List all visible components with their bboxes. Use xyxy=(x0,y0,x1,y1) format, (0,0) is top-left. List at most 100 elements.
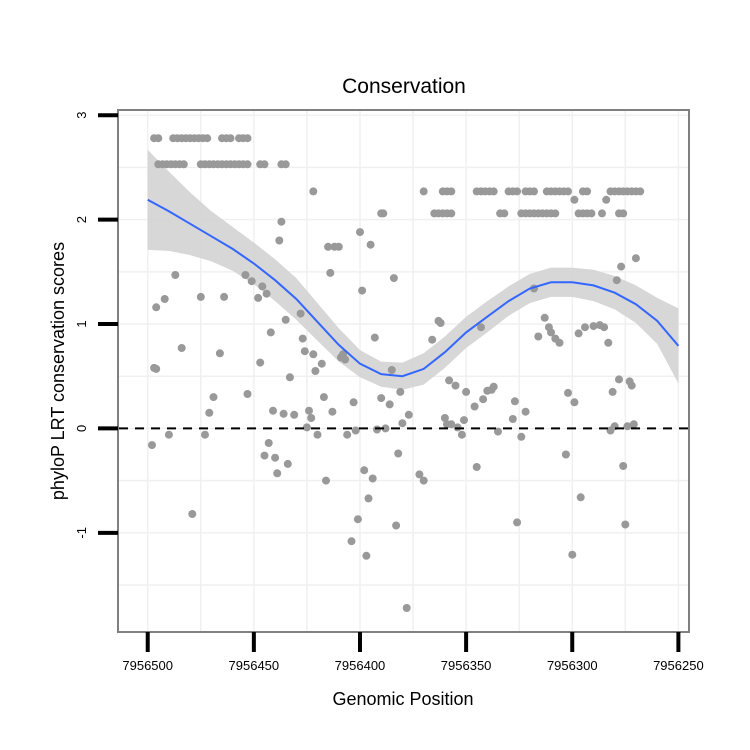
data-point xyxy=(220,292,229,301)
confidence-band-layer xyxy=(147,149,679,390)
data-point xyxy=(283,459,292,468)
data-point xyxy=(445,376,454,385)
data-point xyxy=(389,274,398,283)
data-point xyxy=(402,604,411,612)
data-point xyxy=(621,520,630,529)
data-point xyxy=(619,209,628,218)
y-tick-label: -1 xyxy=(74,527,89,539)
data-point xyxy=(457,430,466,439)
data-point xyxy=(364,494,373,503)
y-tick-label: 3 xyxy=(74,112,89,119)
data-point xyxy=(619,462,628,470)
data-point xyxy=(205,408,214,417)
data-point xyxy=(324,242,333,251)
data-point xyxy=(551,209,560,218)
x-axis-label: Genomic Position xyxy=(332,689,473,709)
data-point xyxy=(334,242,343,251)
data-point xyxy=(534,332,543,341)
data-point xyxy=(281,160,290,169)
data-point xyxy=(313,430,322,439)
data-point xyxy=(631,254,640,263)
data-point xyxy=(370,333,379,342)
data-point xyxy=(353,515,362,524)
data-point xyxy=(561,450,570,459)
data-point xyxy=(570,398,579,407)
data-point xyxy=(462,387,471,396)
data-point xyxy=(351,426,360,435)
x-tick-label: 7956400 xyxy=(335,658,386,673)
data-point xyxy=(177,344,186,352)
data-point xyxy=(574,329,583,338)
data-point xyxy=(298,334,307,343)
data-point xyxy=(447,420,456,429)
data-point xyxy=(269,406,277,415)
data-point xyxy=(201,430,209,439)
data-point xyxy=(275,236,284,245)
data-point xyxy=(260,160,269,169)
x-axis: 7956500 7956450 7956400 7956350 7956300 79562… xyxy=(122,632,704,673)
data-point xyxy=(428,335,437,344)
data-point xyxy=(347,537,356,546)
data-point xyxy=(510,397,519,406)
data-point xyxy=(415,470,424,479)
x-tick-label: 7956350 xyxy=(441,658,492,673)
data-point xyxy=(623,422,632,431)
data-point xyxy=(404,410,413,419)
data-point xyxy=(547,328,555,337)
chart-title: Conservation xyxy=(342,75,466,98)
data-point xyxy=(440,414,449,422)
data-point xyxy=(302,423,311,432)
data-point xyxy=(203,134,212,143)
data-point xyxy=(555,338,564,347)
data-point xyxy=(489,382,498,391)
data-point xyxy=(260,451,269,460)
data-point xyxy=(387,366,396,374)
data-point xyxy=(636,187,645,196)
data-point xyxy=(472,463,481,471)
data-point xyxy=(215,349,224,358)
data-point xyxy=(290,410,299,419)
data-point xyxy=(385,400,394,409)
data-point xyxy=(513,518,522,527)
data-point xyxy=(377,394,386,403)
data-point xyxy=(366,240,375,249)
data-point xyxy=(615,375,623,384)
data-point xyxy=(196,292,205,301)
data-point xyxy=(564,187,572,196)
data-point xyxy=(305,406,313,415)
data-point xyxy=(309,350,318,359)
data-point xyxy=(373,425,381,434)
data-point xyxy=(570,195,579,204)
data-point xyxy=(447,187,456,196)
data-point xyxy=(266,328,275,337)
data-point xyxy=(271,453,280,462)
data-point xyxy=(576,493,585,502)
data-point xyxy=(368,474,377,483)
data-point xyxy=(379,209,388,218)
data-point xyxy=(453,423,462,432)
data-point xyxy=(258,282,267,291)
data-point xyxy=(152,364,161,373)
x-tick-label: 7956500 xyxy=(122,658,173,673)
data-point xyxy=(360,466,369,475)
data-point xyxy=(296,309,305,318)
points-layer xyxy=(148,134,645,612)
data-point xyxy=(243,134,252,143)
data-point xyxy=(281,315,290,324)
y-tick-label: 1 xyxy=(74,320,89,327)
data-point xyxy=(317,359,326,368)
data-point xyxy=(530,187,538,196)
y-axis: -1 0 1 2 3 xyxy=(74,112,118,539)
data-point xyxy=(629,420,638,429)
data-point xyxy=(617,262,626,271)
data-point xyxy=(209,393,218,402)
data-point xyxy=(358,286,367,295)
data-point xyxy=(460,416,468,425)
data-point xyxy=(396,387,405,396)
data-point xyxy=(226,134,235,143)
data-point xyxy=(540,313,549,322)
data-point xyxy=(254,293,263,302)
data-point xyxy=(343,430,352,439)
data-point xyxy=(598,209,606,218)
